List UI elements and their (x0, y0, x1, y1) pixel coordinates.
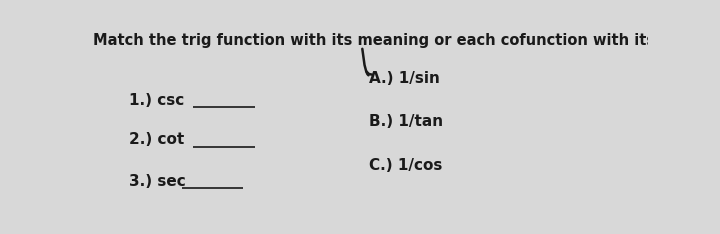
Text: Match the trig function with its meaning or each cofunction with its trig functi: Match the trig function with its meaning… (93, 33, 720, 48)
Text: A.) 1/sin: A.) 1/sin (369, 71, 440, 86)
Text: 2.) cot: 2.) cot (129, 132, 184, 147)
Text: B.) 1/tan: B.) 1/tan (369, 114, 443, 129)
Text: 1.) csc: 1.) csc (129, 93, 184, 108)
Text: C.) 1/cos: C.) 1/cos (369, 157, 442, 172)
Text: 3.) sec: 3.) sec (129, 174, 186, 189)
